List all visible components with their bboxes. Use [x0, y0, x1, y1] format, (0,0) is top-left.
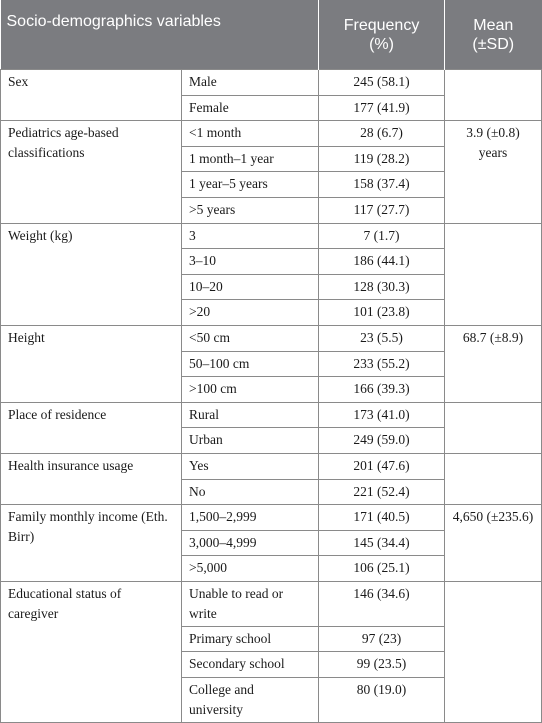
frequency-cell: 106 (25.1)	[318, 555, 446, 582]
table-header: Socio-demographics variables Frequency (…	[0, 0, 542, 70]
table-row: Pediatrics age-based classifications <1 m…	[0, 120, 542, 224]
category-cell: College and university	[180, 677, 320, 723]
header-variable: Socio-demographics variables	[0, 0, 320, 70]
category-cell: 3	[180, 222, 320, 250]
table-row: Height <50 cm 23 (5.5) 68.7 (±8.9)	[0, 324, 542, 403]
category-cell: 1 year–5 years	[180, 171, 320, 198]
table-row: No 221 (52.4)	[1, 478, 542, 506]
table-row: Educational status of caregiver Unable to…	[0, 580, 542, 723]
variable-label: Family monthly income (Eth. Birr)	[0, 504, 182, 582]
variable-label: Weight (kg)	[0, 222, 182, 326]
variable-label: Educational status of caregiver	[0, 580, 182, 723]
header-frequency-line2: (%)	[369, 35, 394, 53]
header-frequency-line1: Frequency	[343, 16, 420, 34]
frequency-cell: 158 (37.4)	[318, 171, 446, 198]
table-row: >20 101 (23.8)	[1, 299, 542, 326]
table-row: 3,000–4,999 145 (34.4)	[1, 529, 542, 557]
header-mean-line2: (±SD)	[472, 35, 515, 53]
variable-label: Sex	[0, 68, 182, 122]
category-cell: 3–10	[180, 248, 320, 275]
table-body: Sex Male 245 (58.1) Female 177 (41.9) Pediatr…	[0, 68, 542, 723]
mean-cell	[444, 580, 542, 723]
variable-label: Height	[0, 324, 182, 403]
mean-cell	[444, 452, 542, 506]
header-variable-label: Socio-demographics variables	[6, 13, 221, 30]
header-frequency: Frequency (%)	[318, 0, 446, 70]
table-row: 10–20 128 (30.3)	[1, 273, 542, 301]
header-row: Socio-demographics variables Frequency (…	[0, 0, 542, 70]
table-row: 1 year–5 years 158 (37.4)	[1, 171, 542, 198]
frequency-cell: 7 (1.7)	[318, 222, 446, 250]
table-row: Sex Male 245 (58.1)	[0, 68, 542, 122]
variable-label: Health insurance usage	[0, 452, 182, 506]
table-row: Female 177 (41.9)	[1, 94, 542, 122]
frequency-cell: 99 (23.5)	[318, 651, 446, 679]
frequency-cell: 186 (44.1)	[318, 248, 446, 275]
category-cell: 50–100 cm	[180, 350, 320, 378]
category-cell: Unable to read or write	[180, 580, 320, 627]
frequency-cell: 80 (19.0)	[318, 677, 446, 723]
category-cell: Yes	[180, 452, 320, 480]
frequency-cell: 177 (41.9)	[318, 94, 446, 122]
frequency-cell: 221 (52.4)	[318, 478, 446, 506]
category-cell: <1 month	[180, 120, 320, 147]
table-row: Primary school 97 (23)	[1, 625, 542, 653]
table-row: >5 years 117 (27.7)	[1, 196, 542, 224]
mean-cell: 3.9 (±0.8) years	[444, 120, 542, 224]
category-cell: 10–20	[180, 273, 320, 301]
category-cell: >20	[180, 299, 320, 326]
frequency-cell: 249 (59.0)	[318, 427, 446, 454]
table-row: 1 month–1 year 119 (28.2)	[1, 145, 542, 173]
table-row: >100 cm 166 (39.3)	[1, 376, 542, 403]
frequency-cell: 23 (5.5)	[318, 324, 446, 352]
category-cell: Primary school	[180, 625, 320, 653]
table-row: >5,000 106 (25.1)	[1, 555, 542, 582]
frequency-cell: 146 (34.6)	[318, 580, 446, 627]
table-row: 50–100 cm 233 (55.2)	[1, 350, 542, 378]
category-cell: <50 cm	[180, 324, 320, 352]
table-row: Family monthly income (Eth. Birr) 1,500–2…	[0, 504, 542, 582]
category-cell: Urban	[180, 427, 320, 454]
frequency-cell: 101 (23.8)	[318, 299, 446, 326]
category-cell: >5 years	[180, 196, 320, 224]
frequency-cell: 97 (23)	[318, 625, 446, 653]
frequency-cell: 166 (39.3)	[318, 376, 446, 403]
category-cell: Female	[180, 94, 320, 122]
frequency-cell: 201 (47.6)	[318, 452, 446, 480]
frequency-cell: 145 (34.4)	[318, 529, 446, 557]
variable-label: Place of residence	[0, 401, 182, 454]
table-row: Place of residence Rural 173 (41.0)	[0, 401, 542, 454]
frequency-cell: 119 (28.2)	[318, 145, 446, 173]
category-cell: >5,000	[180, 555, 320, 582]
mean-cell	[444, 68, 542, 122]
table-row: Weight (kg) 3 7 (1.7)	[0, 222, 542, 326]
table-row: Health insurance usage Yes 201 (47.6)	[0, 452, 542, 506]
table-row: Secondary school 99 (23.5)	[1, 651, 542, 679]
header-mean: Mean (±SD)	[444, 0, 542, 70]
variable-label: Pediatrics age-based classifications	[0, 120, 182, 224]
frequency-cell: 245 (58.1)	[318, 69, 446, 96]
category-cell: >100 cm	[180, 376, 320, 403]
frequency-cell: 233 (55.2)	[318, 350, 446, 378]
frequency-cell: 117 (27.7)	[318, 196, 446, 224]
category-cell: Secondary school	[180, 651, 320, 679]
category-cell: 1 month–1 year	[180, 145, 320, 173]
mean-cell	[444, 401, 542, 454]
category-cell: Male	[180, 69, 320, 96]
frequency-cell: 173 (41.0)	[318, 401, 446, 429]
frequency-cell: 171 (40.5)	[318, 504, 446, 531]
frequency-cell: 128 (30.3)	[318, 273, 446, 301]
category-cell: Rural	[180, 401, 320, 429]
category-cell: 1,500–2,999	[180, 504, 320, 531]
mean-cell: 68.7 (±8.9)	[444, 324, 542, 403]
header-mean-line1: Mean	[473, 16, 514, 34]
mean-cell: 4,650 (±235.6)	[444, 504, 542, 582]
category-cell: No	[180, 478, 320, 506]
mean-cell	[444, 222, 542, 326]
category-cell: 3,000–4,999	[180, 529, 320, 557]
frequency-cell: 28 (6.7)	[318, 120, 446, 147]
table-row: 3–10 186 (44.1)	[1, 248, 542, 275]
